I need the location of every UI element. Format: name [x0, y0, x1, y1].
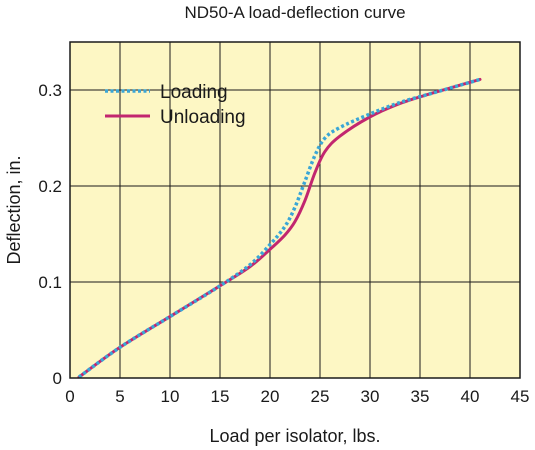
x-tick-label: 35	[411, 387, 430, 406]
series-line-loading	[77, 77, 481, 379]
chart-title: ND50-A load-deflection curve	[184, 3, 405, 22]
legend-label-unloading: Unloading	[160, 107, 246, 128]
plot-border	[69, 41, 521, 379]
x-tick-label: 45	[511, 387, 530, 406]
x-tick-label: 15	[211, 387, 230, 406]
x-axis-label: Load per isolator, lbs.	[209, 426, 380, 446]
legend: Loading Unloading	[105, 82, 246, 128]
x-axis-ticks: 0 5 10 15 20 25 30 35 40 45	[65, 387, 529, 406]
x-tick-label: 5	[115, 387, 124, 406]
x-tick-label: 25	[311, 387, 330, 406]
series-group	[77, 77, 482, 379]
x-tick-label: 40	[461, 387, 480, 406]
x-tick-label: 20	[261, 387, 280, 406]
x-tick-label: 0	[65, 387, 74, 406]
x-tick-label: 30	[361, 387, 380, 406]
legend-label-loading: Loading	[160, 82, 228, 103]
y-tick-label: 0.2	[38, 177, 62, 196]
y-tick-label: 0.1	[38, 273, 62, 292]
y-axis-label: Deflection, in.	[4, 155, 24, 264]
y-tick-label: 0.3	[38, 81, 62, 100]
y-axis-ticks: 0 0.1 0.2 0.3	[38, 81, 62, 388]
x-tick-label: 10	[161, 387, 180, 406]
y-tick-label: 0	[53, 369, 62, 388]
